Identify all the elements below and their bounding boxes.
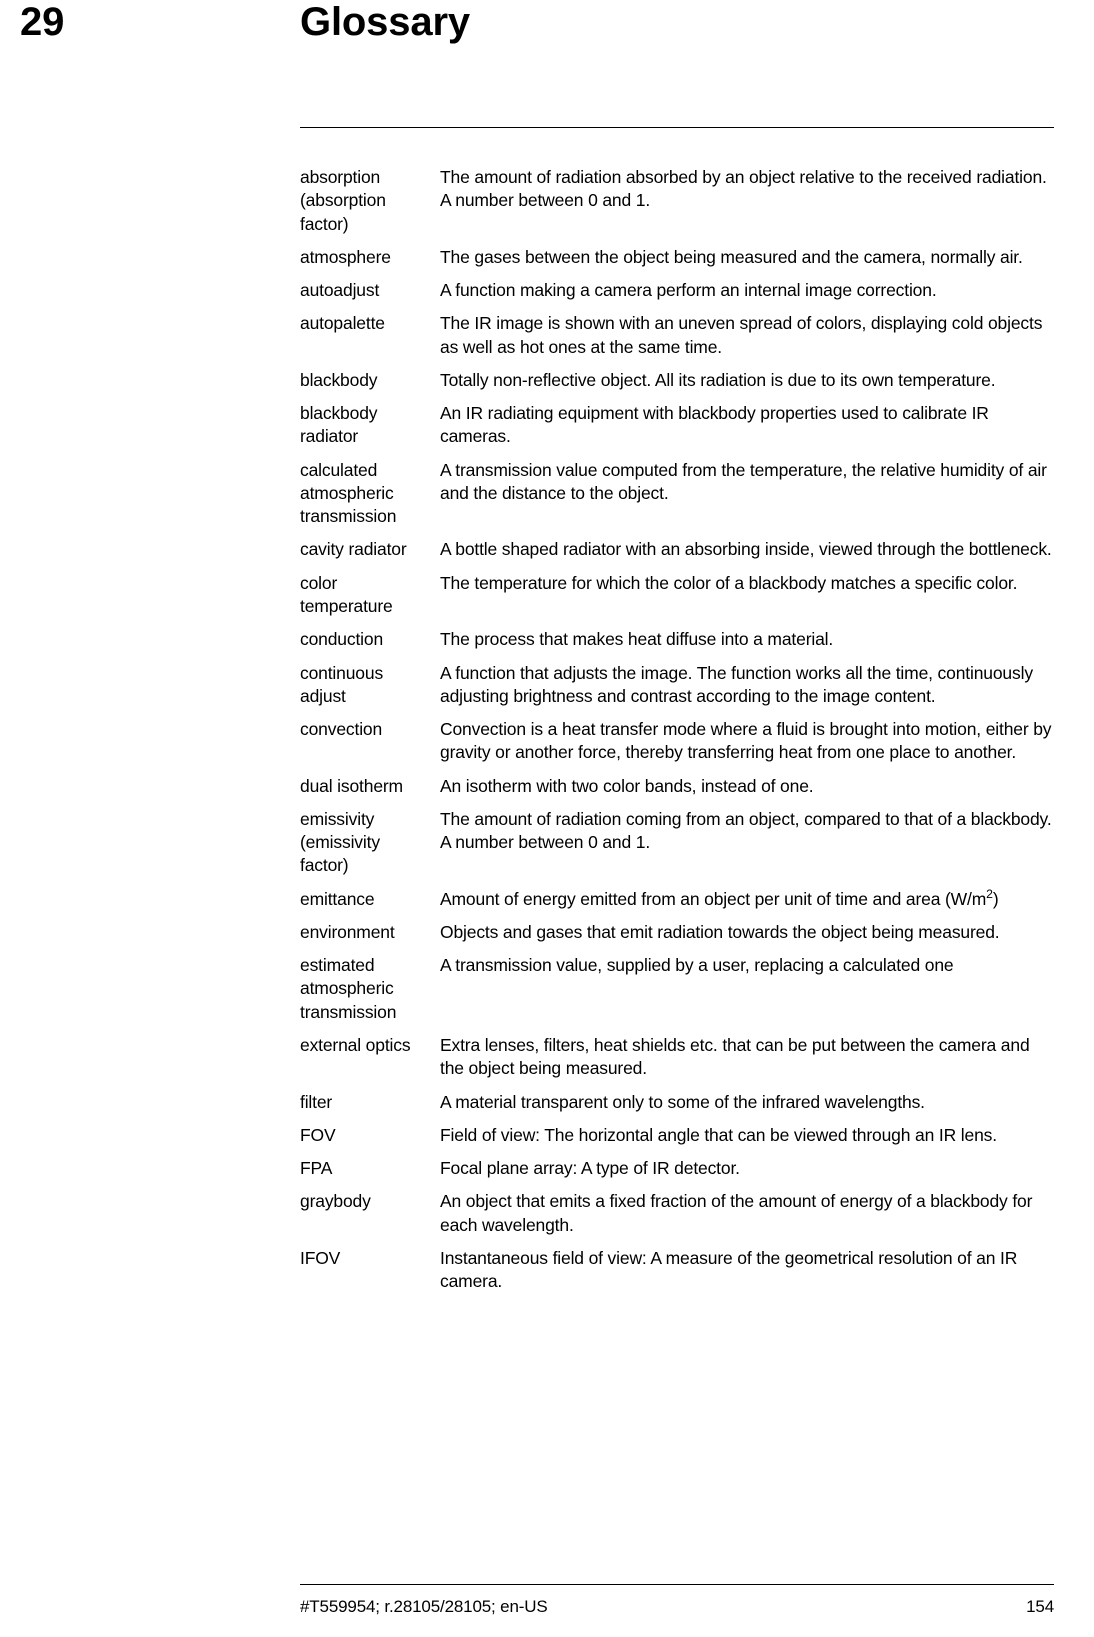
footer-line: #T559954; r.28105/28105; en-US 154 (300, 1597, 1054, 1617)
glossary-row: IFOVInstantaneous field of view: A measu… (300, 1247, 1054, 1294)
glossary-definition: A material transparent only to some of t… (440, 1091, 1054, 1114)
page-footer: #T559954; r.28105/28105; en-US 154 (300, 1584, 1054, 1617)
glossary-row: atmosphereThe gases between the object b… (300, 246, 1054, 269)
glossary-term: emittance (300, 888, 440, 911)
glossary-term: calculated atmospheric transmission (300, 459, 440, 529)
glossary-term: environment (300, 921, 440, 944)
document-id: #T559954; r.28105/28105; en-US (300, 1597, 548, 1617)
glossary-definition: The temperature for which the color of a… (440, 572, 1054, 619)
glossary-definition: A function that adjusts the image. The f… (440, 662, 1054, 709)
horizontal-rule-bottom (300, 1584, 1054, 1585)
glossary-row: continuous adjustA function that adjusts… (300, 662, 1054, 709)
glossary-definition: A transmission value computed from the t… (440, 459, 1054, 529)
glossary-term: FOV (300, 1124, 440, 1147)
horizontal-rule-top (300, 127, 1054, 128)
glossary-term: color temperature (300, 572, 440, 619)
glossary-term: conduction (300, 628, 440, 651)
glossary-row: autopaletteThe IR image is shown with an… (300, 312, 1054, 359)
glossary-term: autopalette (300, 312, 440, 359)
glossary-row: environmentObjects and gases that emit r… (300, 921, 1054, 944)
glossary-definition: The amount of radiation absorbed by an o… (440, 166, 1054, 236)
glossary-definition: A transmission value, supplied by a user… (440, 954, 1054, 1024)
glossary-term: emissivity (emissivity factor) (300, 808, 440, 878)
glossary-row: autoadjustA function making a camera per… (300, 279, 1054, 302)
page-title: Glossary (300, 2, 470, 42)
page-number: 154 (1026, 1597, 1054, 1617)
glossary-row: absorption (absorption factor)The amount… (300, 166, 1054, 236)
glossary-row: emissivity (emissivity factor)The amount… (300, 808, 1054, 878)
glossary-definition: Instantaneous field of view: A measure o… (440, 1247, 1054, 1294)
glossary-row: cavity radiatorA bottle shaped radiator … (300, 538, 1054, 561)
glossary-definition: The gases between the object being measu… (440, 246, 1054, 269)
glossary-term: estimated atmospheric transmission (300, 954, 440, 1024)
glossary-row: calculated atmospheric transmissionA tra… (300, 459, 1054, 529)
section-number: 29 (20, 2, 300, 42)
glossary-row: convectionConvection is a heat transfer … (300, 718, 1054, 765)
glossary-term: dual isotherm (300, 775, 440, 798)
glossary-row: dual isothermAn isotherm with two color … (300, 775, 1054, 798)
glossary-definition: Convection is a heat transfer mode where… (440, 718, 1054, 765)
glossary-definition: Field of view: The horizontal angle that… (440, 1124, 1054, 1147)
glossary-definition: Extra lenses, filters, heat shields etc.… (440, 1034, 1054, 1081)
glossary-definition: The amount of radiation coming from an o… (440, 808, 1054, 878)
glossary-term: IFOV (300, 1247, 440, 1294)
glossary-term: absorption (absorption factor) (300, 166, 440, 236)
glossary-term: atmosphere (300, 246, 440, 269)
glossary-term: filter (300, 1091, 440, 1114)
glossary-row: emittanceAmount of energy emitted from a… (300, 888, 1054, 911)
glossary-term: blackbody radiator (300, 402, 440, 449)
glossary-row: color temperatureThe temperature for whi… (300, 572, 1054, 619)
glossary-definition: Totally non-reflective object. All its r… (440, 369, 1054, 392)
glossary-definition: An object that emits a fixed fraction of… (440, 1190, 1054, 1237)
glossary-row: conductionThe process that makes heat di… (300, 628, 1054, 651)
glossary-definition: Objects and gases that emit radiation to… (440, 921, 1054, 944)
glossary-term: autoadjust (300, 279, 440, 302)
glossary-row: external opticsExtra lenses, filters, he… (300, 1034, 1054, 1081)
glossary-term: convection (300, 718, 440, 765)
glossary-definition: Focal plane array: A type of IR detector… (440, 1157, 1054, 1180)
glossary-definition: A function making a camera perform an in… (440, 279, 1054, 302)
glossary-definition: Amount of energy emitted from an object … (440, 888, 1054, 911)
glossary-table: absorption (absorption factor)The amount… (300, 166, 1054, 1293)
glossary-row: FOVField of view: The horizontal angle t… (300, 1124, 1054, 1147)
glossary-term: FPA (300, 1157, 440, 1180)
glossary-row: graybodyAn object that emits a fixed fra… (300, 1190, 1054, 1237)
glossary-row: blackbodyTotally non-reflective object. … (300, 369, 1054, 392)
glossary-definition: An IR radiating equipment with blackbody… (440, 402, 1054, 449)
glossary-term: blackbody (300, 369, 440, 392)
glossary-definition: The process that makes heat diffuse into… (440, 628, 1054, 651)
glossary-term: continuous adjust (300, 662, 440, 709)
page-header: 29 Glossary (0, 2, 1094, 42)
glossary-row: filterA material transparent only to som… (300, 1091, 1054, 1114)
glossary-row: FPAFocal plane array: A type of IR detec… (300, 1157, 1054, 1180)
glossary-term: external optics (300, 1034, 440, 1081)
glossary-definition: A bottle shaped radiator with an absorbi… (440, 538, 1054, 561)
glossary-row: estimated atmospheric transmissionA tran… (300, 954, 1054, 1024)
glossary-row: blackbody radiatorAn IR radiating equipm… (300, 402, 1054, 449)
glossary-definition: The IR image is shown with an uneven spr… (440, 312, 1054, 359)
glossary-term: cavity radiator (300, 538, 440, 561)
glossary-definition: An isotherm with two color bands, instea… (440, 775, 1054, 798)
glossary-term: graybody (300, 1190, 440, 1237)
